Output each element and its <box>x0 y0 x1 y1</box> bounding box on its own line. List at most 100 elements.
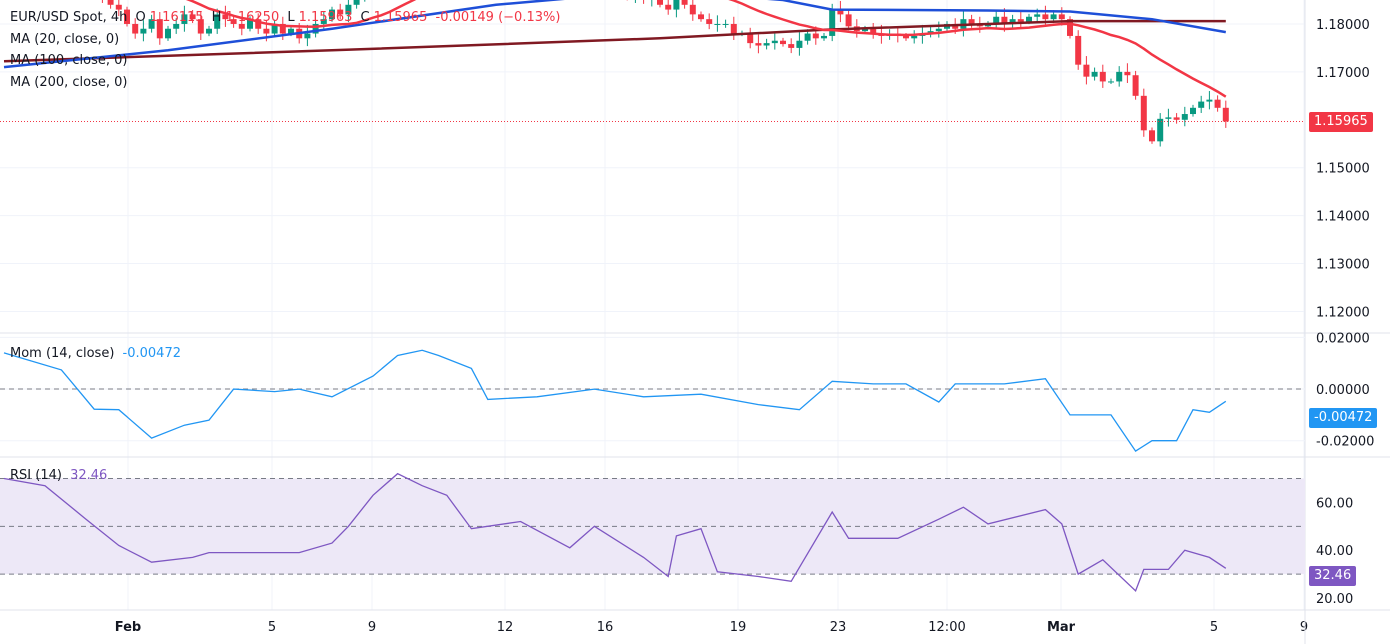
candle-body <box>1116 71 1123 82</box>
candle-body <box>796 40 803 48</box>
candle-body <box>911 35 918 39</box>
candle-body <box>698 14 704 20</box>
momentum-value: -0.00472 <box>122 346 181 361</box>
candle-body <box>862 28 868 32</box>
rsi-tag: 32.46 <box>1309 566 1357 586</box>
candle-body <box>255 19 262 29</box>
candle-body <box>1017 19 1024 22</box>
candle-body <box>337 9 344 15</box>
candle-body <box>320 19 327 24</box>
candle-body <box>1075 35 1082 65</box>
rsi-value: 32.46 <box>70 468 108 483</box>
candle-body <box>222 14 229 20</box>
x-tick-label: 12 <box>497 620 514 635</box>
ma20-line <box>185 0 1227 98</box>
candle-body <box>870 28 877 34</box>
candle-body <box>206 28 212 34</box>
candle-body <box>1091 71 1098 77</box>
open-label: O <box>135 10 146 25</box>
momentum-tick-label: 0.02000 <box>1316 331 1370 346</box>
ma200-legend[interactable]: MA (200, close, 0) <box>10 75 128 90</box>
candle-body <box>271 23 278 34</box>
price-tick-label: 1.18000 <box>1316 18 1370 33</box>
rsi-legend[interactable]: RSI (14) 32.46 <box>10 468 111 483</box>
candle-body <box>681 0 688 5</box>
candle-body <box>173 23 180 29</box>
candle-body <box>124 9 130 24</box>
candle-body <box>304 33 311 39</box>
candle-body <box>1083 64 1090 77</box>
candle-body <box>1108 81 1114 83</box>
momentum-tag: -0.00472 <box>1309 408 1378 428</box>
candle-body <box>1173 117 1180 120</box>
candle-body <box>706 19 713 24</box>
candle-body <box>148 19 155 29</box>
price-pane <box>3 0 1229 147</box>
momentum-label: Mom (14, close) <box>10 346 115 361</box>
candle-body <box>689 4 696 15</box>
candle-body <box>345 4 352 15</box>
candle-body <box>714 23 721 25</box>
candle-body <box>329 9 335 20</box>
x-tick-label: 23 <box>830 620 847 635</box>
candle-body <box>1190 107 1196 115</box>
ma100-legend[interactable]: MA (100, close, 0) <box>10 53 128 68</box>
candle-body <box>1165 117 1172 119</box>
close-label: C <box>360 10 370 25</box>
candle-body <box>1001 16 1008 24</box>
candle-body <box>132 23 139 34</box>
candle-body <box>312 23 319 34</box>
candle-body <box>1067 19 1073 36</box>
candle-body <box>1050 14 1057 20</box>
candle-body <box>238 23 245 29</box>
candle-body <box>1132 75 1139 96</box>
ma100-line <box>3 0 1227 69</box>
x-tick-label: 9 <box>368 620 376 635</box>
candle-body <box>197 19 204 34</box>
change-value: -0.00149 (−0.13%) <box>435 10 561 25</box>
candle-body <box>845 14 852 27</box>
symbol-legend: EUR/USD Spot, 4h O 1.16115 H 1.16250 L 1.15… <box>10 10 564 25</box>
candle-body <box>903 35 909 39</box>
candle-body <box>189 14 196 20</box>
candle-body <box>657 0 663 5</box>
symbol-title: EUR/USD Spot, 4h <box>10 10 128 25</box>
candle-body <box>804 33 811 41</box>
candle-body <box>755 43 762 46</box>
candle-body <box>279 23 286 34</box>
candle-body <box>165 28 171 39</box>
candle-body <box>837 9 844 15</box>
candle-body <box>747 33 754 44</box>
candle-body <box>1149 130 1155 142</box>
price-tick-label: 1.14000 <box>1316 210 1370 225</box>
last-price-tag: 1.15965 <box>1309 112 1373 132</box>
x-tick-label: Mar <box>1047 620 1076 635</box>
candle-body <box>968 19 975 24</box>
momentum-legend[interactable]: Mom (14, close) -0.00472 <box>10 346 185 361</box>
x-tick-label: 5 <box>268 620 276 635</box>
high-label: H <box>211 10 222 25</box>
candle-body <box>1058 14 1065 20</box>
candle-body <box>230 19 237 24</box>
ma20-legend[interactable]: MA (20, close, 0) <box>10 32 120 47</box>
candle-body <box>722 23 729 25</box>
x-tick-label: 19 <box>730 620 747 635</box>
x-tick-label: Feb <box>115 620 141 635</box>
candle-body <box>1026 16 1032 22</box>
rsi-tick-label: 40.00 <box>1316 544 1353 559</box>
candle-body <box>115 4 122 10</box>
candle-body <box>107 0 114 5</box>
x-tick-label: 9 <box>1300 620 1308 635</box>
candle-body <box>780 40 786 45</box>
candle-body <box>247 19 253 29</box>
candle-body <box>353 0 360 5</box>
candle-body <box>1042 14 1049 20</box>
candle-body <box>730 23 737 34</box>
candle-body <box>1222 107 1229 122</box>
rsi-label: RSI (14) <box>10 468 62 483</box>
price-tick-label: 1.13000 <box>1316 258 1370 273</box>
candle-body <box>1206 99 1213 102</box>
candle-body <box>181 14 188 24</box>
open-value: 1.16115 <box>149 10 204 25</box>
